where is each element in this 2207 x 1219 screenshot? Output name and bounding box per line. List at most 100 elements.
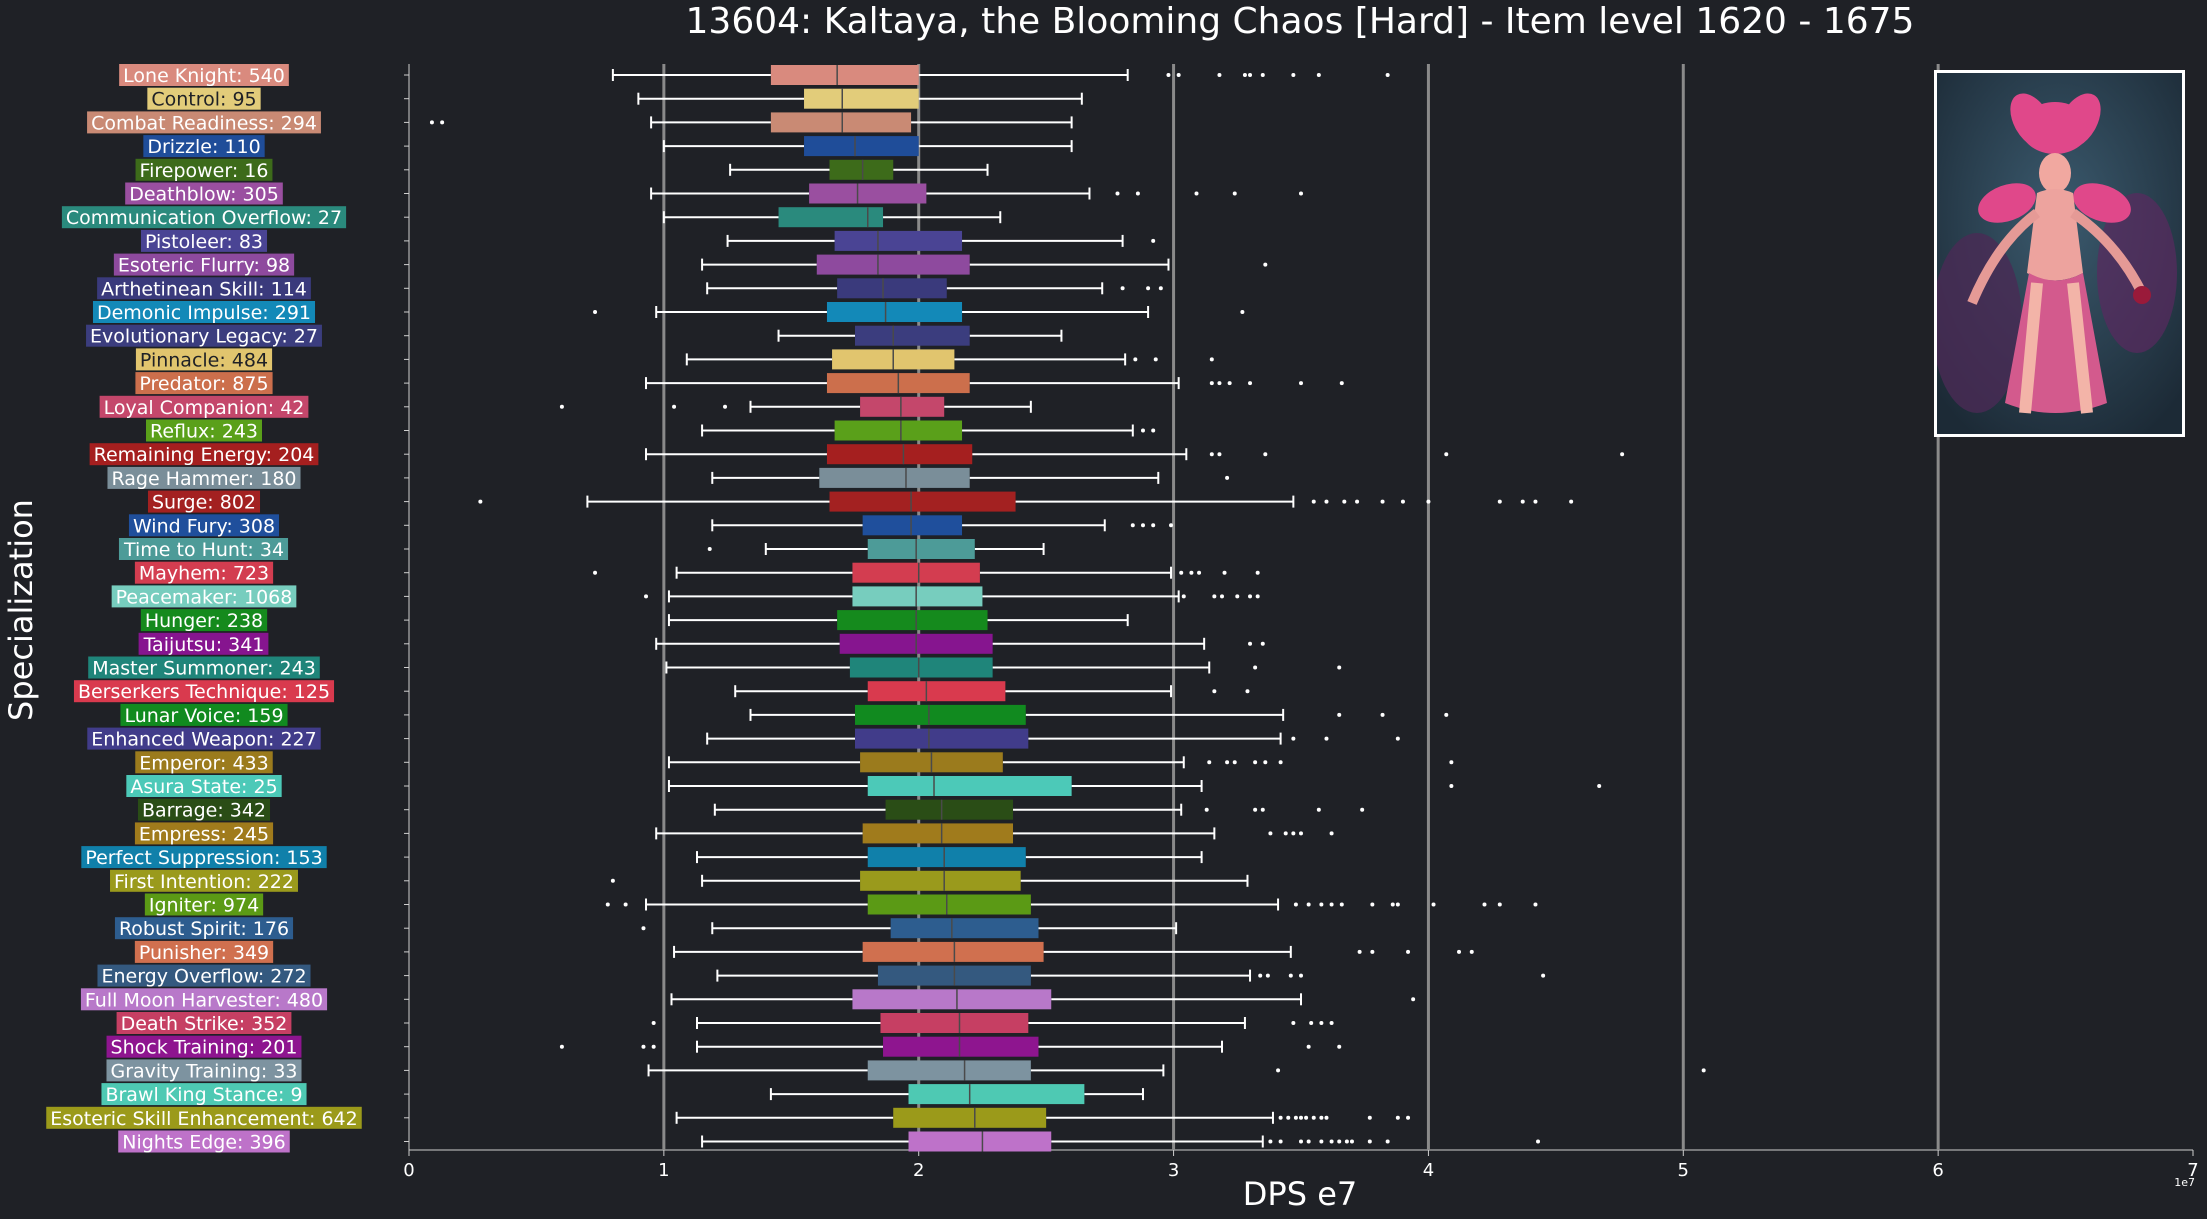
outlier-point: [1116, 192, 1120, 196]
outlier-point: [1279, 1116, 1283, 1120]
outlier-point: [1179, 571, 1183, 575]
outlier-point: [1261, 73, 1265, 77]
chart-title: 13604: Kaltaya, the Blooming Chaos [Hard…: [686, 1, 1915, 42]
y-tick-label: Asura State: 25: [130, 776, 277, 798]
outlier-point: [1220, 594, 1224, 598]
outlier-point: [1597, 784, 1601, 788]
box: [909, 1084, 1085, 1104]
y-tick-label: Lone Knight: 540: [123, 65, 285, 87]
outlier-point: [1177, 73, 1181, 77]
outlier-point: [1381, 500, 1385, 504]
outlier-point: [1266, 974, 1270, 978]
outlier-point: [1141, 429, 1145, 433]
outlier-point: [1620, 452, 1624, 456]
y-tick-label: Predator: 875: [139, 373, 268, 395]
y-tick-label: Barrage: 342: [142, 800, 266, 822]
y-tick-label: Nights Edge: 396: [122, 1132, 286, 1154]
box: [855, 705, 1026, 725]
outlier-point: [440, 120, 444, 124]
outlier-point: [1449, 760, 1453, 764]
outlier-point: [1330, 1140, 1334, 1144]
outlier-point: [1411, 997, 1415, 1001]
y-tick-label: Death Strike: 352: [121, 1013, 288, 1035]
outlier-point: [1291, 831, 1295, 835]
y-axis-label: Specialization: [2, 499, 40, 721]
outlier-point: [1228, 381, 1232, 385]
outlier-point: [1299, 381, 1303, 385]
box: [860, 397, 944, 417]
outlier-point: [1350, 1140, 1354, 1144]
outlier-point: [1337, 666, 1341, 670]
outlier-point: [1258, 974, 1262, 978]
outlier-point: [1309, 1021, 1313, 1025]
outlier-point: [1317, 808, 1321, 812]
outlier-point: [1312, 1116, 1316, 1120]
outlier-point: [1233, 192, 1237, 196]
outlier-point: [652, 1045, 656, 1049]
y-tick-label: Brawl King Stance: 9: [105, 1084, 302, 1106]
outlier-point: [1248, 642, 1252, 646]
box: [868, 539, 975, 559]
outlier-point: [1368, 1116, 1372, 1120]
outlier-point: [1360, 808, 1364, 812]
box: [883, 1037, 1038, 1057]
outlier-point: [1702, 1068, 1706, 1072]
x-tick-label: 6: [1932, 1160, 1943, 1181]
outlier-point: [1131, 523, 1135, 527]
outlier-point: [1205, 808, 1209, 812]
outlier-point: [1299, 974, 1303, 978]
outlier-point: [1304, 1116, 1308, 1120]
outlier-point: [1401, 500, 1405, 504]
outlier-point: [1569, 500, 1573, 504]
box: [817, 255, 970, 275]
outlier-point: [1340, 381, 1344, 385]
outlier-point: [1210, 452, 1214, 456]
y-tick-label: Energy Overflow: 272: [101, 966, 306, 988]
y-tick-label: Hunger: 238: [145, 610, 263, 632]
outlier-point: [1151, 523, 1155, 527]
box: [860, 871, 1021, 891]
outlier-point: [1268, 831, 1272, 835]
box: [863, 823, 1013, 843]
outlier-point: [1319, 1140, 1323, 1144]
outlier-point: [1136, 192, 1140, 196]
y-tick-label: Mayhem: 723: [139, 563, 269, 585]
outlier-point: [1396, 1116, 1400, 1120]
outlier-point: [1541, 974, 1545, 978]
x-axis-label: DPS e7: [1243, 1175, 1357, 1213]
outlier-point: [1396, 903, 1400, 907]
outlier-point: [1210, 357, 1214, 361]
y-tick-label: Wind Fury: 308: [133, 515, 275, 537]
y-tick-label: Shock Training: 201: [111, 1037, 298, 1059]
outlier-point: [1225, 760, 1229, 764]
outlier-point: [1291, 73, 1295, 77]
outlier-point: [1533, 903, 1537, 907]
box: [830, 492, 1016, 512]
y-tick-label: Pinnacle: 484: [140, 349, 268, 371]
outlier-point: [1253, 808, 1257, 812]
outlier-point: [1406, 1116, 1410, 1120]
box: [886, 800, 1013, 820]
outlier-point: [478, 500, 482, 504]
outlier-point: [1330, 1021, 1334, 1025]
box: [855, 729, 1028, 749]
y-tick-label: Reflux: 243: [150, 421, 258, 443]
outlier-point: [1299, 1116, 1303, 1120]
outlier-point: [1253, 760, 1257, 764]
box: [827, 302, 962, 322]
outlier-point: [641, 926, 645, 930]
outlier-point: [1386, 73, 1390, 77]
outlier-point: [1286, 1116, 1290, 1120]
y-tick-label: Pistoleer: 83: [145, 231, 263, 253]
outlier-point: [1482, 903, 1486, 907]
y-tick-label: Communication Overflow: 27: [66, 207, 342, 229]
box: [868, 776, 1072, 796]
y-tick-label: Esoteric Skill Enhancement: 642: [50, 1108, 358, 1130]
box: [893, 1108, 1046, 1128]
outlier-point: [1307, 1140, 1311, 1144]
outlier-point: [1151, 239, 1155, 243]
x-tick-label: 2: [913, 1160, 924, 1181]
box: [835, 421, 962, 441]
outlier-point: [1243, 73, 1247, 77]
outlier-point: [1279, 760, 1283, 764]
